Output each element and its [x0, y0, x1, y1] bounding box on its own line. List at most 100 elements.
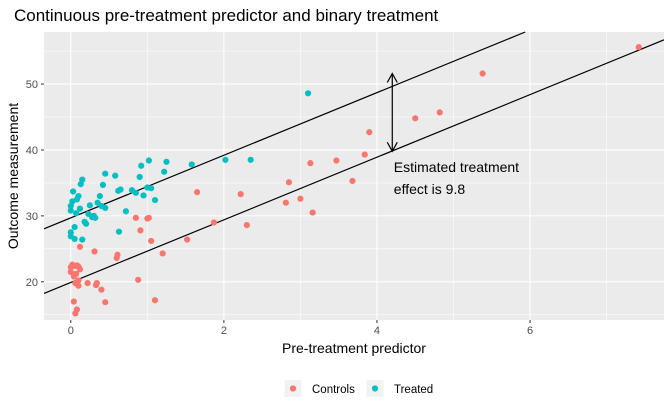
- treated-point: [71, 223, 78, 231]
- x-tick-label: 2: [221, 325, 227, 337]
- control-point: [193, 189, 201, 196]
- control-point: [210, 219, 218, 226]
- legend-key-treated: [371, 385, 379, 392]
- legend-label-controls: Controls: [312, 384, 355, 396]
- treated-point: [82, 220, 90, 227]
- y-tick-label: 20: [26, 277, 38, 289]
- treated-point: [151, 196, 159, 204]
- treated-point: [122, 208, 130, 215]
- control-point: [70, 298, 77, 305]
- effect-annotation: Estimated treatment effect is 9.8: [386, 72, 519, 197]
- y-axis-title: Outcome measurement: [5, 103, 21, 249]
- treated-point: [148, 185, 155, 192]
- x-tick-label: 4: [374, 325, 380, 337]
- control-point: [76, 243, 84, 250]
- control-point: [285, 179, 293, 186]
- control-point: [635, 44, 642, 51]
- y-axis-ticks: 20 30 40 50: [26, 79, 44, 289]
- treated-point: [247, 156, 254, 163]
- control-point: [297, 195, 304, 202]
- control-point: [333, 157, 340, 164]
- annotation-text-line-1: Estimated treatment: [394, 159, 519, 175]
- treated-point: [161, 168, 168, 175]
- legend-label-treated: Treated: [394, 384, 433, 396]
- treated-point: [304, 90, 312, 97]
- x-tick-label: 0: [68, 325, 74, 337]
- treated-point: [115, 228, 123, 235]
- control-point: [137, 227, 144, 234]
- control-point: [75, 282, 82, 289]
- fitted-lines: [43, 31, 665, 294]
- control-point: [479, 70, 486, 77]
- treated-point: [102, 204, 109, 212]
- treated-points: [67, 90, 312, 243]
- control-point: [184, 236, 191, 243]
- control-point: [73, 270, 80, 277]
- control-point: [91, 248, 98, 255]
- x-tick-label: 6: [527, 325, 533, 337]
- treated-point: [86, 202, 94, 209]
- treated-point: [67, 207, 74, 214]
- treated-fit-line: [43, 31, 526, 230]
- treated-point: [76, 205, 84, 212]
- treated-point: [102, 170, 109, 177]
- treated-point: [132, 189, 139, 196]
- control-point: [132, 214, 139, 221]
- treated-point: [71, 235, 78, 243]
- control-point: [366, 129, 373, 136]
- control-point: [98, 286, 105, 293]
- control-point: [75, 277, 82, 284]
- control-point: [148, 237, 155, 245]
- control-point: [282, 199, 289, 206]
- effect-arrowhead-bottom: [386, 141, 398, 153]
- treated-point: [69, 188, 77, 195]
- treated-point: [188, 161, 195, 168]
- treated-point: [112, 172, 119, 179]
- treated-point: [75, 193, 82, 200]
- control-point: [84, 279, 91, 287]
- control-point: [145, 214, 152, 221]
- treated-point: [136, 173, 143, 181]
- x-axis-ticks: 0 2 4 6: [68, 320, 533, 337]
- control-point: [76, 266, 84, 273]
- treated-point: [79, 236, 86, 243]
- control-point: [93, 279, 100, 287]
- legend: Controls Treated: [284, 380, 433, 397]
- treated-point: [140, 192, 147, 199]
- annotation-text-line-2: effect is 9.8: [394, 181, 466, 197]
- treated-point: [138, 162, 145, 169]
- treated-point: [117, 186, 124, 193]
- control-point: [361, 151, 368, 158]
- control-point: [436, 109, 443, 116]
- controls-fit-line: [43, 39, 665, 294]
- control-point: [151, 297, 159, 304]
- control-point: [307, 160, 314, 167]
- treated-point: [96, 193, 103, 200]
- treated-point: [92, 214, 99, 221]
- control-point: [349, 177, 356, 185]
- y-tick-label: 50: [26, 79, 38, 91]
- controls-points: [67, 44, 642, 317]
- grid-minor: [44, 32, 664, 320]
- control-point: [159, 250, 166, 257]
- legend-key-controls: [289, 385, 297, 392]
- treated-point: [73, 210, 80, 217]
- treated-point: [163, 158, 170, 165]
- control-point: [237, 191, 244, 198]
- control-point: [67, 268, 74, 275]
- control-point: [309, 209, 316, 216]
- chart-title: Continuous pre-treatment predictor and b…: [14, 6, 439, 25]
- treated-point: [79, 176, 86, 183]
- control-point: [243, 221, 250, 229]
- control-point: [102, 299, 109, 306]
- treated-point: [222, 156, 229, 163]
- x-axis-title: Pre-treatment predictor: [282, 340, 426, 356]
- control-point: [412, 115, 419, 122]
- y-tick-label: 30: [26, 211, 38, 223]
- treated-point: [99, 181, 107, 188]
- y-tick-label: 40: [26, 145, 38, 157]
- treated-point: [145, 157, 152, 164]
- control-point: [135, 276, 142, 283]
